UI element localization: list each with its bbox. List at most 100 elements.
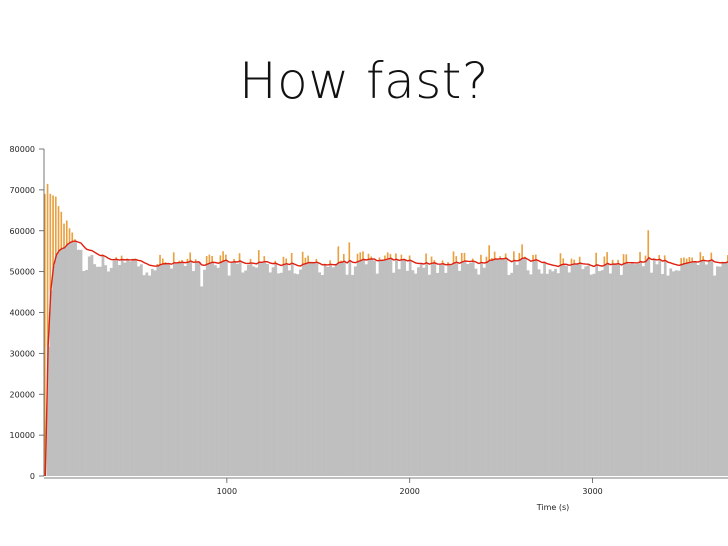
bar-dip — [255, 263, 257, 268]
bar — [510, 272, 514, 476]
bar-dip — [598, 265, 600, 272]
bar-dip — [277, 264, 279, 274]
y-tick-label: 50000 — [10, 268, 35, 277]
bar — [471, 261, 475, 476]
bar — [74, 241, 78, 476]
bar-dip — [696, 262, 698, 265]
bar-dip — [436, 264, 438, 273]
bar-peak — [329, 260, 331, 265]
bar — [384, 259, 388, 476]
bar — [323, 264, 327, 476]
bar-peak — [493, 251, 496, 259]
bar — [395, 259, 399, 476]
bar — [691, 261, 695, 476]
bar-dip — [600, 266, 602, 271]
bar — [145, 272, 149, 476]
bar — [611, 264, 615, 476]
bar-peak — [408, 255, 411, 261]
bar-dip — [584, 264, 586, 267]
bar — [222, 260, 226, 476]
slide-title: How fast? — [239, 52, 489, 110]
bar-peak — [307, 255, 309, 263]
bar — [650, 272, 654, 476]
bar-dip — [93, 252, 95, 265]
bar — [417, 267, 421, 476]
bar — [521, 258, 525, 476]
bar — [641, 266, 645, 476]
bar — [233, 261, 237, 476]
bar-peak — [488, 245, 490, 261]
bar-peak — [680, 258, 682, 265]
bar — [131, 259, 135, 476]
bar — [716, 266, 720, 476]
bar-peak — [290, 253, 293, 264]
bar-peak — [194, 259, 197, 262]
bar — [318, 272, 322, 476]
bar-dip — [200, 264, 202, 287]
bar — [543, 262, 547, 476]
bar-dip — [661, 261, 663, 275]
bar-dip — [150, 265, 153, 269]
bar-peak — [186, 258, 189, 263]
bar — [663, 260, 667, 476]
bar-peak — [480, 254, 482, 263]
bar-dip — [458, 263, 460, 271]
bar-peak — [683, 257, 685, 264]
bar — [205, 264, 209, 476]
bar-dip — [129, 259, 131, 262]
bar-peak — [282, 256, 285, 265]
bar — [271, 267, 275, 476]
bar-peak — [504, 253, 507, 259]
bar-peak — [301, 251, 304, 265]
bar-dip — [332, 264, 334, 268]
bar — [493, 259, 497, 476]
bar-dip — [148, 265, 150, 276]
bar — [107, 271, 111, 476]
bar-peak — [115, 257, 117, 260]
bar-dip — [183, 262, 185, 266]
bar — [359, 260, 363, 476]
bar-peak — [485, 256, 488, 263]
bar-dip — [153, 266, 155, 271]
bar — [469, 262, 473, 476]
y-tick-label: 10000 — [10, 431, 35, 440]
bar-peak — [225, 254, 227, 261]
bar — [485, 262, 489, 476]
bar-peak — [370, 256, 373, 259]
bar — [137, 266, 141, 476]
bar-dip — [142, 262, 144, 276]
bar-dip — [592, 266, 594, 274]
bar — [334, 265, 338, 476]
bar — [452, 263, 456, 476]
bar-dip — [556, 266, 559, 274]
bar-peak — [710, 252, 713, 260]
bar — [148, 275, 152, 476]
bar-dip — [428, 264, 430, 275]
bar-peak — [573, 259, 576, 264]
bar — [567, 272, 571, 476]
bar-peak — [455, 256, 458, 263]
bar — [414, 273, 418, 476]
bar — [526, 270, 530, 476]
bar-dip — [87, 250, 89, 257]
bar-dip — [203, 265, 205, 270]
bar-peak — [702, 256, 704, 261]
bar-dip — [392, 260, 394, 273]
bar-dip — [353, 262, 356, 267]
bar-dip — [655, 259, 657, 265]
bar-dip — [98, 255, 100, 267]
bar — [192, 271, 196, 476]
bar-peak — [452, 251, 455, 264]
bar — [630, 262, 635, 476]
bar — [57, 250, 61, 476]
bar — [79, 249, 83, 476]
bar-dip — [567, 265, 569, 273]
bar — [140, 264, 144, 476]
bar — [104, 265, 108, 476]
bar-dip — [444, 264, 446, 273]
bar — [172, 262, 176, 476]
bar-peak — [46, 183, 49, 347]
bar-peak — [518, 253, 521, 261]
bar-peak — [359, 252, 362, 261]
bar-peak — [315, 258, 318, 263]
